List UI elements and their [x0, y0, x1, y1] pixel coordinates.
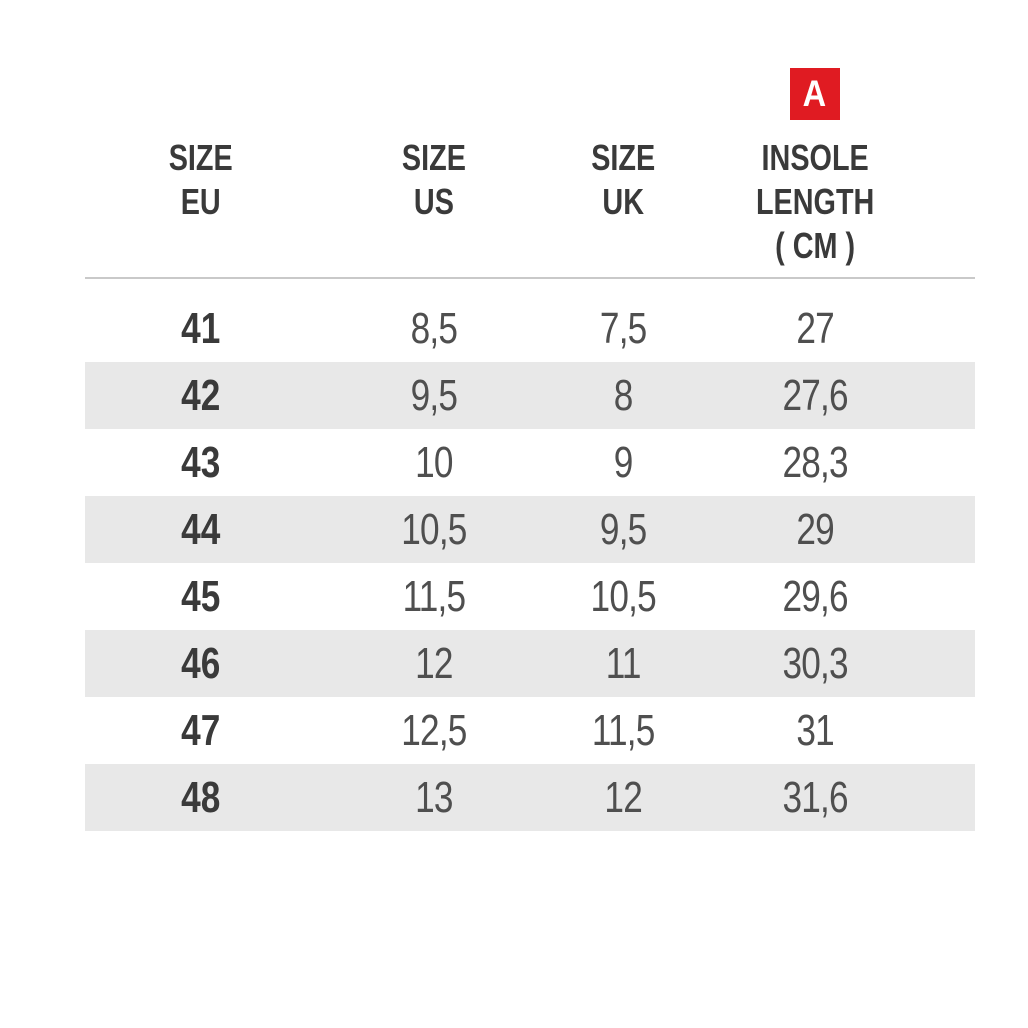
table-row-eu-44: 44 10,5 9,5 29 — [85, 496, 975, 563]
cell-size-uk: 9 — [614, 437, 634, 487]
cell-size-eu: 41 — [181, 303, 221, 353]
header-divider — [85, 277, 975, 279]
cell-size-us: 8,5 — [411, 303, 458, 353]
cell-size-us: 13 — [415, 772, 454, 822]
cell-insole-length: 27 — [795, 303, 834, 353]
cell-insole-length: 28,3 — [782, 437, 848, 487]
header-line: SIZE — [591, 137, 656, 178]
cell-size-us: 11,5 — [402, 571, 466, 621]
cell-size-us: 9,5 — [411, 370, 458, 420]
cell-size-eu: 43 — [181, 437, 221, 487]
cell-insole-length: 27,6 — [782, 370, 848, 420]
header-line: US — [414, 181, 455, 222]
column-header-size-us: SIZE US — [316, 136, 552, 268]
cell-insole-length: 31,6 — [782, 772, 848, 822]
column-header-size-eu: SIZE EU — [85, 136, 316, 268]
cell-insole-length: 29 — [795, 504, 834, 554]
cell-size-uk: 9,5 — [600, 504, 647, 554]
cell-size-us: 12,5 — [401, 705, 468, 755]
cell-size-eu: 47 — [181, 705, 221, 755]
cell-size-uk: 11 — [605, 638, 642, 688]
cell-size-us: 10,5 — [401, 504, 468, 554]
table-row-eu-47: 47 12,5 11,5 31 — [85, 697, 975, 764]
header-line: SIZE — [168, 137, 233, 178]
cell-size-uk: 10,5 — [590, 571, 657, 621]
cell-insole-length: 31 — [795, 705, 834, 755]
cell-insole-length: 30,3 — [782, 638, 848, 688]
cell-size-eu: 44 — [181, 504, 221, 554]
header-line: INSOLE — [761, 137, 869, 178]
table-header: SIZE EU SIZE US SIZE UK INSOLE LENGTH ( … — [85, 136, 975, 268]
cell-size-us: 12 — [415, 638, 454, 688]
legend-badge-row: A — [85, 68, 975, 120]
cell-size-uk: 7,5 — [600, 303, 647, 353]
header-line: ( CM ) — [774, 225, 855, 266]
cell-size-uk: 12 — [604, 772, 643, 822]
column-header-insole-length: INSOLE LENGTH ( CM ) — [695, 136, 935, 268]
cell-size-uk: 8 — [614, 370, 634, 420]
table-row-eu-46: 46 12 11 30,3 — [85, 630, 975, 697]
cell-size-eu: 42 — [181, 370, 221, 420]
cell-size-eu: 46 — [181, 638, 221, 688]
cell-size-eu: 48 — [181, 772, 221, 822]
table-row-eu-43: 43 10 9 28,3 — [85, 429, 975, 496]
table-row-eu-45: 45 11,5 10,5 29,6 — [85, 563, 975, 630]
insole-length-legend-badge: A — [789, 68, 840, 120]
table-row-eu-42: 42 9,5 8 27,6 — [85, 362, 975, 429]
cell-size-eu: 45 — [181, 571, 221, 621]
table-row-eu-41: 41 8,5 7,5 27 — [85, 295, 975, 362]
header-line: LENGTH — [755, 181, 874, 222]
header-line: UK — [602, 181, 645, 222]
table-row-eu-48: 48 13 12 31,6 — [85, 764, 975, 831]
header-line: SIZE — [402, 137, 467, 178]
cell-insole-length: 29,6 — [782, 571, 848, 621]
column-header-size-uk: SIZE UK — [552, 136, 694, 268]
size-conversion-chart: A SIZE EU SIZE US SIZE UK INSOLE LENGTH … — [85, 68, 975, 831]
legend-badge-label: A — [802, 73, 827, 114]
cell-size-uk: 11,5 — [592, 705, 656, 755]
cell-size-us: 10 — [415, 437, 454, 487]
table-body: 41 8,5 7,5 27 42 9,5 8 27,6 43 10 9 28,3… — [85, 295, 975, 831]
header-line: EU — [180, 181, 221, 222]
